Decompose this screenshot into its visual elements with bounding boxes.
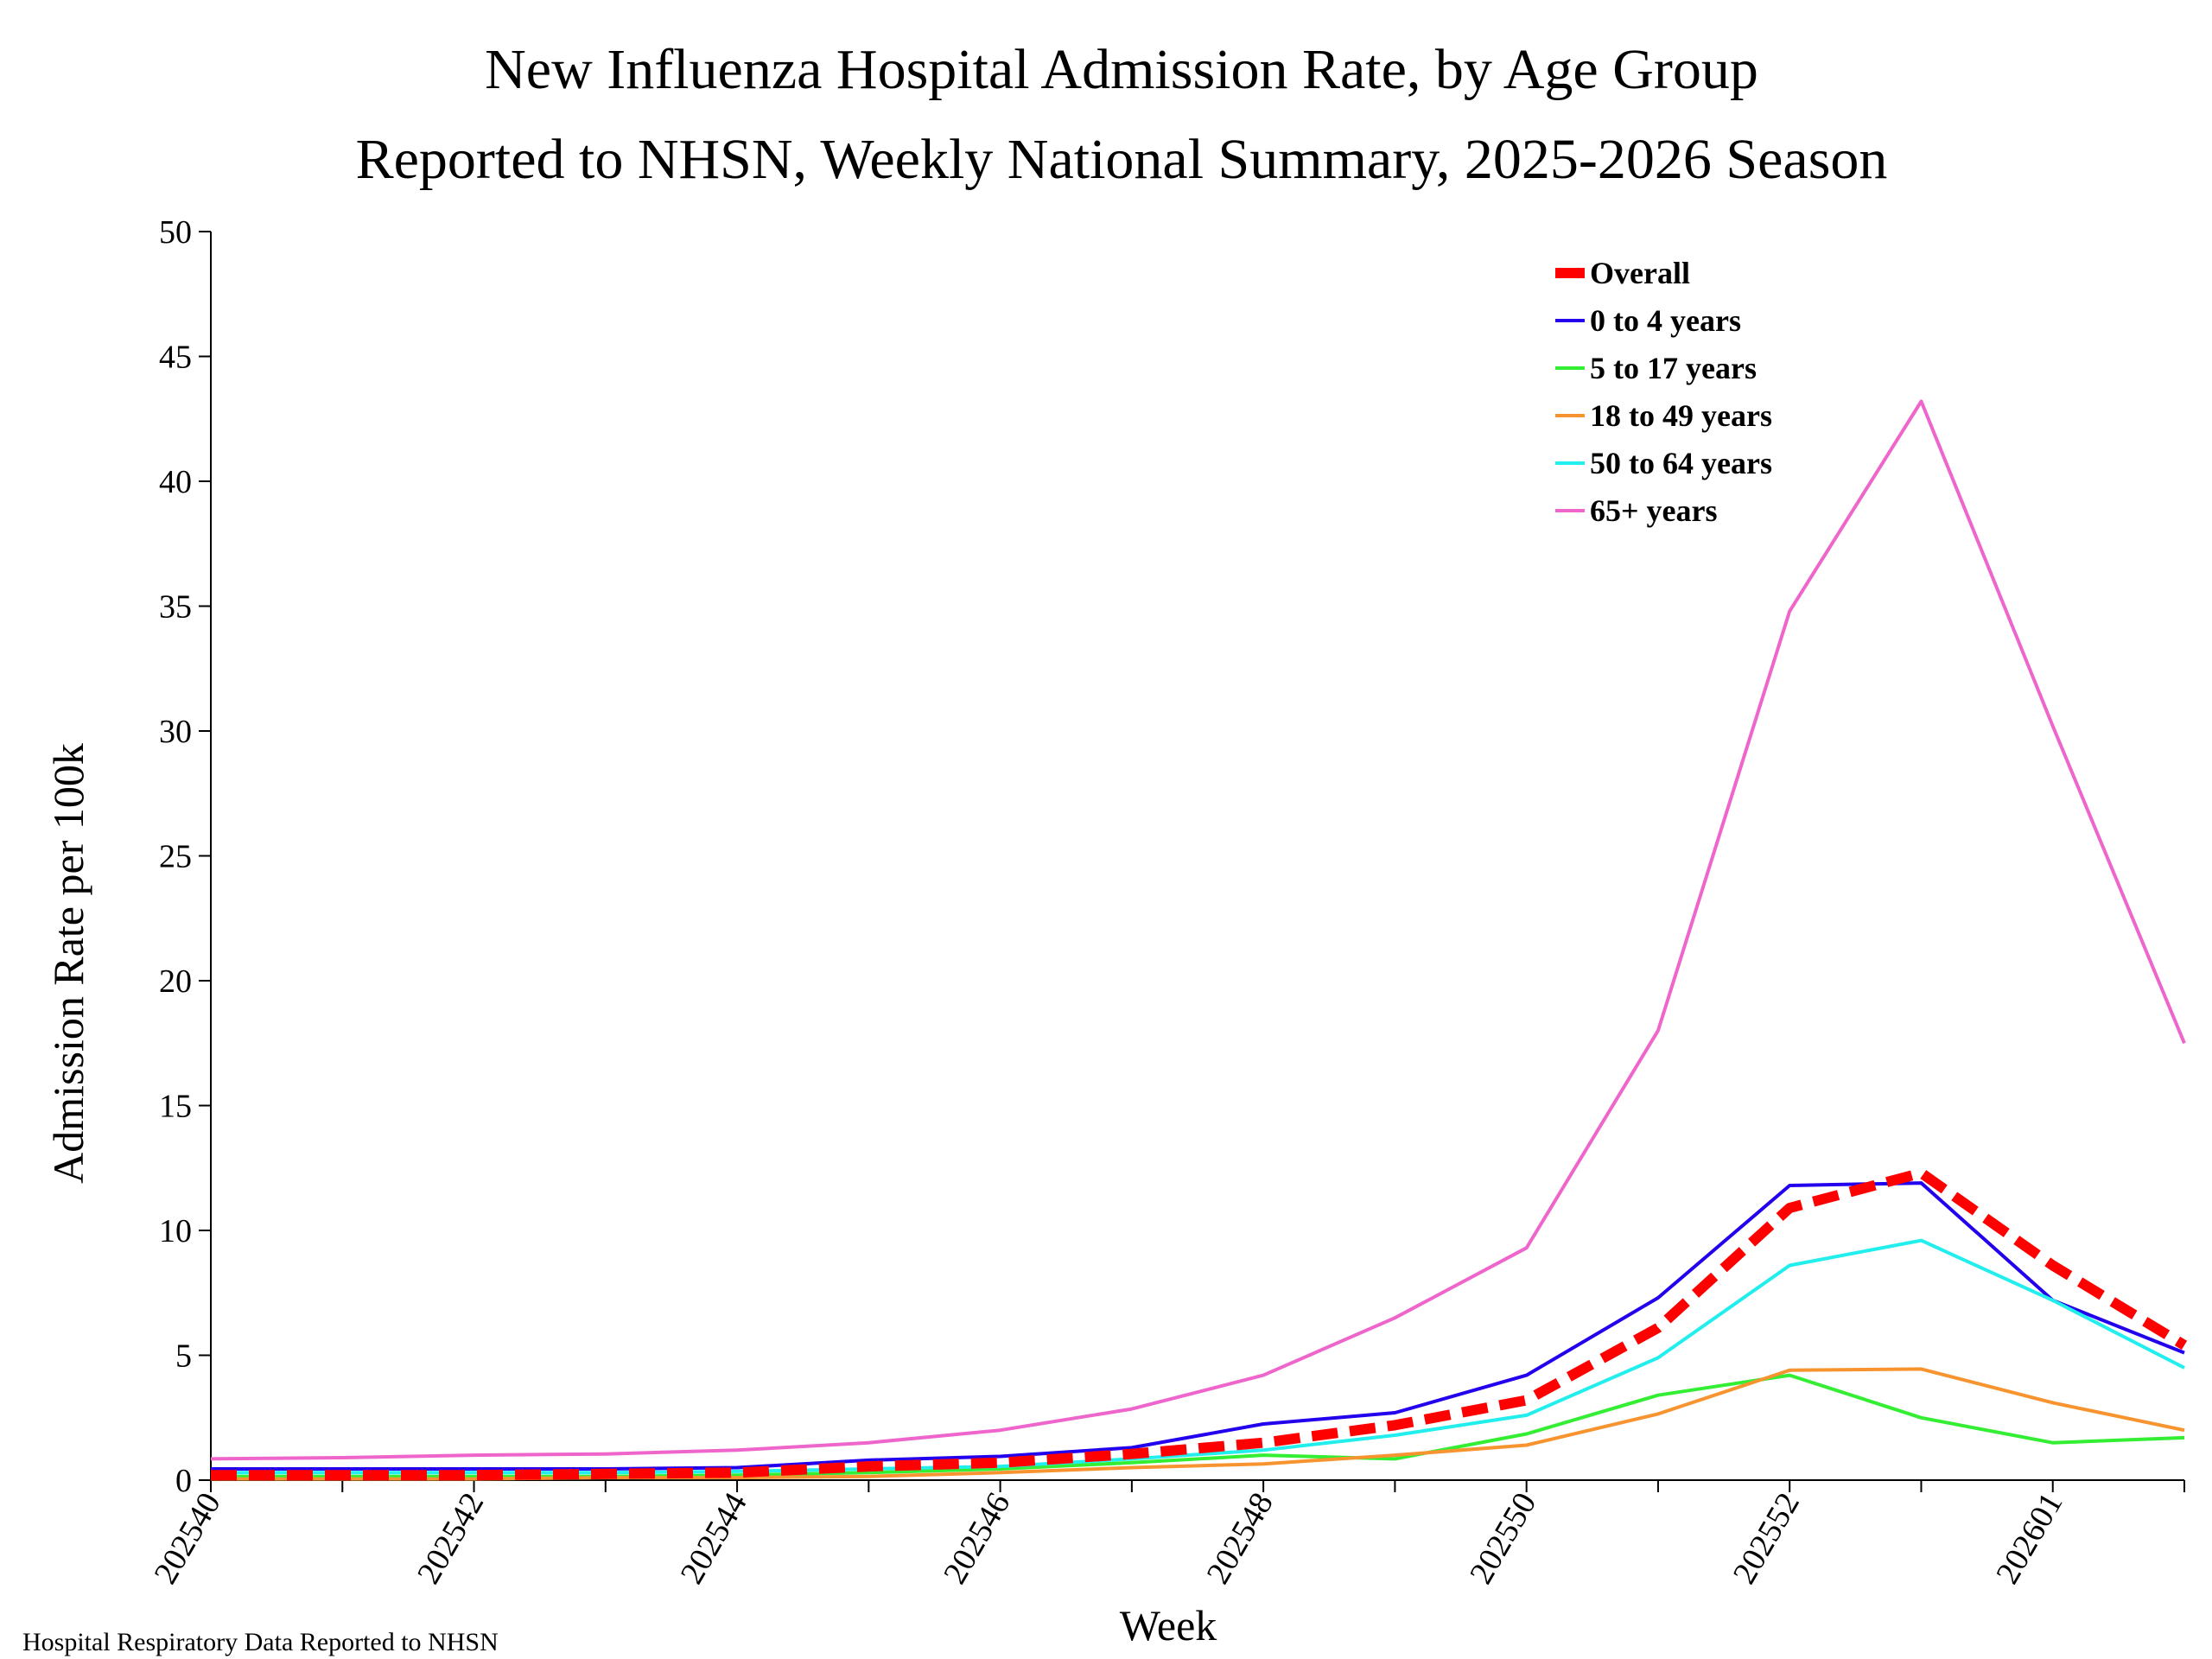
y-tick-label: 30 [159, 714, 192, 750]
y-tick-label: 50 [159, 214, 192, 251]
x-tick-label: 202546 [937, 1487, 1017, 1591]
y-axis-title: Admission Rate per 100k [44, 743, 92, 1184]
chart-title: New Influenza Hospital Admission Rate, b… [485, 38, 1758, 101]
x-tick-label: 202550 [1463, 1487, 1543, 1591]
legend-label: 0 to 4 years [1590, 303, 1741, 338]
y-tick-label: 0 [175, 1463, 192, 1499]
series-line-50-to-64-years [211, 1238, 2185, 1475]
y-tick-label: 5 [175, 1338, 192, 1375]
legend: Overall 0 to 4 years 5 to 17 years 18 to 49… [1555, 256, 1772, 528]
x-tick-label: 202548 [1200, 1487, 1281, 1591]
x-tick-label: 202540 [147, 1487, 227, 1591]
footer-source: Hospital Respiratory Data Reported to NH… [22, 1628, 499, 1656]
y-tick-label: 10 [159, 1213, 192, 1249]
chart-subtitle: Reported to NHSN, Weekly National Summar… [356, 128, 1888, 191]
legend-label: 50 to 64 years [1590, 446, 1772, 480]
x-tick-label: 202601 [1989, 1487, 2069, 1591]
y-tick-label: 35 [159, 589, 192, 626]
x-tick-label: 202552 [1726, 1487, 1807, 1591]
y-axis-ticks: 0 5 10 15 20 25 30 35 40 45 50 [159, 214, 211, 1499]
legend-label: Overall [1590, 256, 1690, 290]
x-axis-title: Week [1120, 1601, 1217, 1649]
x-tick-label: 202544 [673, 1487, 753, 1591]
y-tick-label: 25 [159, 839, 192, 875]
series-line-18-to-49-years [211, 1367, 2185, 1481]
y-tick-label: 15 [159, 1089, 192, 1125]
series-line-0-to-4-years [211, 1181, 2185, 1471]
axes [210, 232, 2184, 1481]
legend-label: 65+ years [1590, 493, 1717, 528]
series-line-overall [211, 1167, 2188, 1481]
x-axis-ticks: 202540 202542 202544 202546 202548 202550 2025… [147, 1480, 2185, 1591]
y-tick-label: 20 [159, 963, 192, 1000]
x-tick-label: 202542 [410, 1487, 491, 1591]
y-tick-label: 40 [159, 464, 192, 500]
series-line-65-years [210, 399, 2186, 1461]
y-tick-label: 45 [159, 340, 192, 376]
series-lines [210, 399, 2188, 1481]
legend-label: 5 to 17 years [1590, 351, 1757, 385]
legend-label: 18 to 49 years [1590, 398, 1772, 433]
